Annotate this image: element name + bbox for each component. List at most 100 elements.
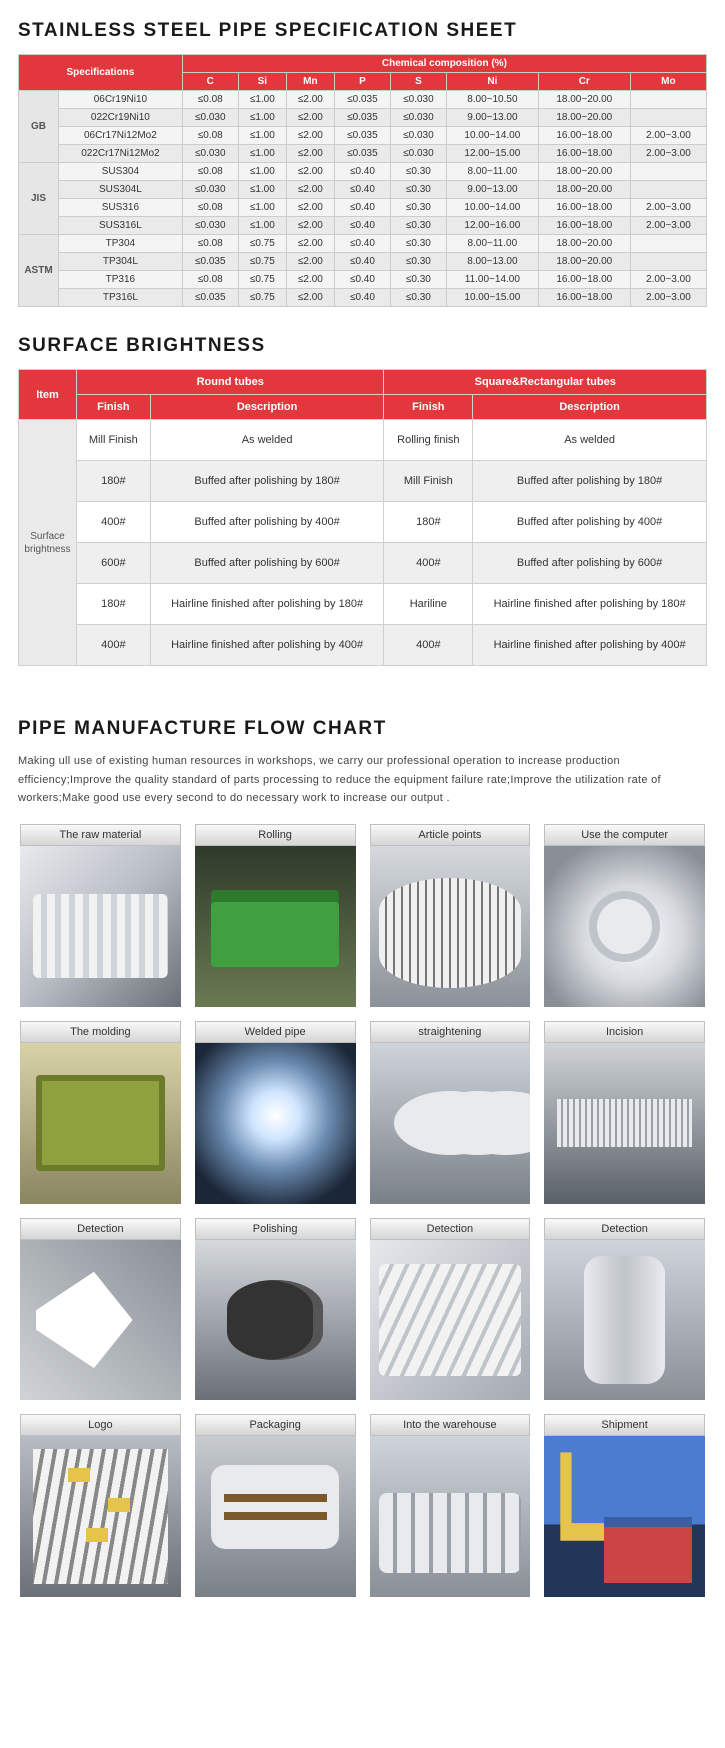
flow-card-caption: Detection [20, 1218, 181, 1240]
spec-cell-value: 2.00~3.00 [630, 199, 706, 217]
spec-cell-value: ≤0.75 [238, 289, 286, 307]
spec-cell-value: 18.00~20.00 [538, 109, 630, 127]
brightness-row: 600#Buffed after polishing by 600#400#Bu… [19, 543, 707, 584]
brightness-cell: 400# [384, 543, 473, 584]
flow-card-image [195, 1240, 356, 1401]
flow-card-caption: Detection [544, 1218, 705, 1240]
spec-row: JISSUS304≤0.08≤1.00≤2.00≤0.40≤0.308.00~1… [19, 163, 707, 181]
spec-cell-value: ≤0.40 [334, 163, 390, 181]
spec-cell-value: ≤0.030 [390, 109, 446, 127]
spec-cell-value: ≤2.00 [286, 163, 334, 181]
flow-card-image [20, 1240, 181, 1401]
spec-cell-value: 9.00~13.00 [446, 109, 538, 127]
spec-cell-value: ≤2.00 [286, 271, 334, 289]
spec-cell-value: 9.00~13.00 [446, 181, 538, 199]
flow-card-image [370, 1043, 531, 1204]
spec-cell-grade: SUS316 [59, 199, 183, 217]
flow-card-caption: Logo [20, 1414, 181, 1436]
spec-cell-value: ≤0.030 [390, 127, 446, 145]
spec-cell-value [630, 163, 706, 181]
brightness-cell: 400# [77, 502, 151, 543]
spec-cell-grade: TP304 [59, 235, 183, 253]
flow-card-caption: Article points [370, 824, 531, 846]
spec-cell-value: 2.00~3.00 [630, 289, 706, 307]
spec-cell-value: ≤1.00 [238, 181, 286, 199]
flow-card-image [195, 1436, 356, 1597]
spec-cell-value: ≤0.08 [182, 271, 238, 289]
flow-card: Article points [370, 824, 531, 1007]
spec-cell-value: 8.00~11.00 [446, 163, 538, 181]
spec-cell-value: ≤1.00 [238, 145, 286, 163]
spec-table: Specifications Chemical composition (%) … [18, 54, 707, 307]
spec-cell-value: ≤0.035 [182, 253, 238, 271]
spec-cell-value: 18.00~20.00 [538, 253, 630, 271]
spec-cell-value: ≤0.030 [390, 145, 446, 163]
flow-card: Incision [544, 1021, 705, 1204]
brightness-cell: Buffed after polishing by 180# [473, 461, 707, 502]
spec-cell-value: 2.00~3.00 [630, 271, 706, 289]
spec-cell-grade: 06Cr19Ni10 [59, 91, 183, 109]
spec-cell-value: 18.00~20.00 [538, 235, 630, 253]
brightness-cell: Buffed after polishing by 400# [473, 502, 707, 543]
spec-row: TP316L≤0.035≤0.75≤2.00≤0.40≤0.3010.00~15… [19, 289, 707, 307]
brightness-cell: Buffed after polishing by 180# [150, 461, 384, 502]
spec-row: 022Cr19Ni10≤0.030≤1.00≤2.00≤0.035≤0.0309… [19, 109, 707, 127]
flow-card-caption: Packaging [195, 1414, 356, 1436]
spec-col-element: S [390, 73, 446, 91]
spec-standard-label: JIS [19, 163, 59, 235]
brightness-cell: Rolling finish [384, 420, 473, 461]
brightness-cell: 600# [77, 543, 151, 584]
spec-cell-value: ≤0.75 [238, 235, 286, 253]
spec-cell-value: 16.00~18.00 [538, 217, 630, 235]
flow-card-image [544, 1043, 705, 1204]
spec-cell-value: ≤2.00 [286, 181, 334, 199]
flow-card-caption: straightening [370, 1021, 531, 1043]
spec-cell-value: ≤1.00 [238, 163, 286, 181]
spec-cell-grade: TP316L [59, 289, 183, 307]
spec-cell-value: ≤1.00 [238, 199, 286, 217]
flow-section: PIPE MANUFACTURE FLOW CHART Making ull u… [0, 698, 725, 1605]
brightness-cell: 400# [384, 625, 473, 666]
spec-cell-value: 12.00~16.00 [446, 217, 538, 235]
spec-row: 06Cr17Ni12Mo2≤0.08≤1.00≤2.00≤0.035≤0.030… [19, 127, 707, 145]
flow-card: Detection [370, 1218, 531, 1401]
flow-card: Packaging [195, 1414, 356, 1597]
spec-cell-value: ≤0.08 [182, 127, 238, 145]
spec-standard-label: GB [19, 91, 59, 163]
spec-cell-grade: 022Cr19Ni10 [59, 109, 183, 127]
flow-card-image [544, 1240, 705, 1401]
spec-cell-grade: SUS304 [59, 163, 183, 181]
flow-card-caption: The raw material [20, 824, 181, 846]
spec-cell-value: ≤0.035 [334, 91, 390, 109]
spec-cell-grade: 06Cr17Ni12Mo2 [59, 127, 183, 145]
spec-cell-value: ≤0.08 [182, 163, 238, 181]
bright-col-square: Square&Rectangular tubes [384, 370, 707, 395]
spec-cell-value: ≤2.00 [286, 145, 334, 163]
spec-cell-value: 16.00~18.00 [538, 145, 630, 163]
spec-cell-value: ≤0.40 [334, 199, 390, 217]
flow-card: Shipment [544, 1414, 705, 1597]
bright-col-round-desc: Description [150, 395, 384, 420]
flow-paragraph: Making ull use of existing human resourc… [18, 752, 707, 808]
spec-row: TP304L≤0.035≤0.75≤2.00≤0.40≤0.308.00~13.… [19, 253, 707, 271]
spec-cell-value [630, 91, 706, 109]
brightness-side-label: Surface brightness [19, 420, 77, 666]
flow-card-image [195, 1043, 356, 1204]
flow-card-image [20, 1043, 181, 1204]
flow-card-image [544, 1436, 705, 1597]
spec-cell-value: ≤0.75 [238, 271, 286, 289]
spec-cell-value: ≤2.00 [286, 289, 334, 307]
flow-card-image [544, 846, 705, 1007]
spec-section: STAINLESS STEEL PIPE SPECIFICATION SHEET… [0, 0, 725, 315]
spec-cell-value: 8.00~10.50 [446, 91, 538, 109]
spec-row: TP316≤0.08≤0.75≤2.00≤0.40≤0.3011.00~14.0… [19, 271, 707, 289]
spec-cell-value: ≤0.40 [334, 235, 390, 253]
flow-card-caption: Shipment [544, 1414, 705, 1436]
spec-cell-value: ≤0.40 [334, 271, 390, 289]
spec-cell-value: 2.00~3.00 [630, 217, 706, 235]
brightness-cell: Buffed after polishing by 600# [150, 543, 384, 584]
spec-cell-grade: 022Cr17Ni12Mo2 [59, 145, 183, 163]
spec-cell-value: ≤1.00 [238, 109, 286, 127]
flow-card-caption: Use the computer [544, 824, 705, 846]
brightness-cell: As welded [473, 420, 707, 461]
